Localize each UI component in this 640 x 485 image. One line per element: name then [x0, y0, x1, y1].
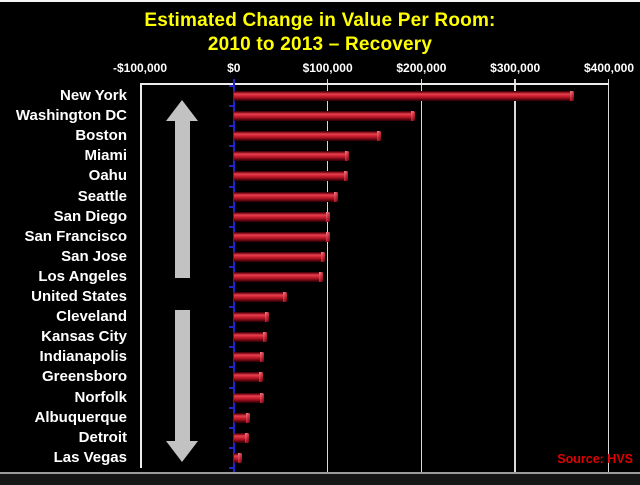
zero-axis-tick	[228, 426, 233, 429]
x-axis-label: $0	[227, 61, 241, 75]
zero-axis-tick	[228, 326, 233, 329]
zero-axis-tick	[228, 406, 233, 409]
bar	[234, 452, 243, 463]
gridline	[514, 79, 516, 472]
category-label: Greensboro	[41, 368, 127, 386]
category-label: San Jose	[61, 247, 127, 265]
zero-axis-tick	[228, 105, 233, 108]
zero-axis-tick	[228, 286, 233, 288]
x-axis-label: $300,000	[490, 61, 541, 75]
category-label: San Diego	[53, 207, 127, 225]
plot-top-border	[140, 83, 609, 85]
plot-left-border	[140, 83, 142, 468]
plot-area	[140, 79, 609, 472]
up-arrow-shaft	[175, 120, 190, 278]
zero-axis-tick	[228, 245, 233, 248]
category-label: Kansas City	[41, 328, 127, 346]
category-label: Oahu	[88, 167, 127, 185]
category-label: Los Angeles	[38, 267, 127, 285]
gridline	[607, 79, 609, 472]
chart-title-line2: 2010 to 2013 – Recovery	[207, 34, 433, 55]
category-label: United States	[31, 288, 127, 305]
zero-axis-tick	[228, 306, 233, 309]
x-axis-label: $100,000	[302, 61, 353, 75]
chart-title-line1: Estimated Change in Value Per Room:	[144, 10, 496, 31]
bar	[234, 312, 269, 323]
down-arrow-head-icon	[166, 441, 198, 462]
category-label: Indianapolis	[39, 348, 127, 366]
category-label: Washington DC	[15, 107, 127, 125]
bottom-border	[0, 472, 640, 485]
zero-axis-tick	[228, 165, 233, 168]
zero-axis-tick	[228, 466, 233, 469]
down-arrow-shaft	[175, 310, 190, 443]
category-label: Las Vegas	[53, 448, 127, 466]
category-label: Detroit	[78, 428, 127, 446]
zero-axis-tick	[228, 125, 233, 128]
source-label: Source: HVS	[557, 452, 633, 466]
category-label: Miami	[84, 147, 127, 165]
bar	[234, 191, 339, 202]
bar	[234, 231, 330, 242]
category-label: Seattle	[77, 187, 127, 205]
zero-axis-tick	[228, 446, 233, 449]
category-label: San Francisco	[24, 227, 127, 245]
bar	[234, 251, 325, 262]
zero-axis-tick	[228, 265, 233, 268]
up-arrow-head-icon	[166, 100, 198, 121]
zero-axis-tick	[228, 346, 233, 349]
zero-axis	[232, 79, 235, 472]
bar	[234, 292, 287, 303]
zero-axis-tick	[228, 386, 233, 389]
category-label: Norfolk	[74, 388, 128, 406]
category-label: New York	[60, 87, 127, 104]
zero-axis-tick	[228, 185, 233, 188]
bar	[234, 432, 249, 443]
category-label: Cleveland	[56, 308, 127, 326]
bar	[234, 211, 330, 222]
category-label: Albuquerque	[34, 408, 128, 426]
bar	[234, 131, 382, 142]
bar	[234, 271, 324, 282]
bar	[234, 151, 350, 162]
zero-axis-tick	[228, 225, 233, 228]
zero-axis-tick	[228, 145, 233, 148]
top-border	[0, 0, 640, 2]
bar	[234, 91, 575, 102]
x-axis-label: $400,000	[583, 61, 635, 75]
gridline	[326, 79, 329, 472]
zero-axis-tick	[228, 366, 233, 369]
zero-axis-tick	[228, 85, 233, 87]
zero-axis-tick	[228, 205, 233, 208]
x-axis-label: -$100,000	[112, 61, 168, 75]
gridline	[420, 79, 423, 472]
bar	[234, 111, 416, 122]
bar	[234, 332, 267, 343]
bar	[234, 352, 265, 363]
category-label: Boston	[75, 127, 127, 145]
bar	[234, 392, 265, 403]
chart-title: Estimated Change in Value Per Room: 2010…	[0, 9, 640, 57]
bar	[234, 412, 250, 423]
bar	[234, 372, 264, 383]
x-axis-label: $200,000	[396, 61, 447, 75]
bar	[234, 171, 349, 182]
